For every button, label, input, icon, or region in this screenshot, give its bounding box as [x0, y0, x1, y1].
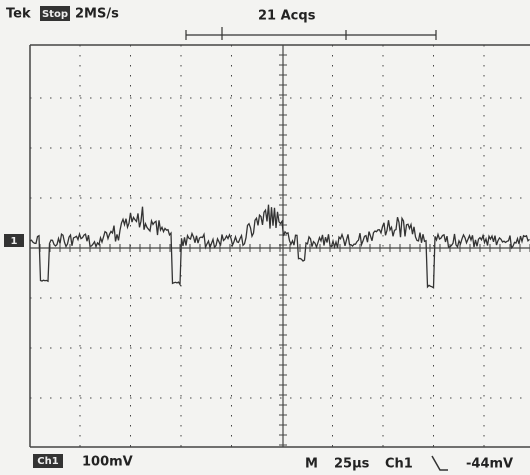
mode: Stop — [42, 9, 68, 20]
brand: Tek — [6, 7, 31, 22]
trigger-source: Ch1 — [385, 457, 413, 472]
channel: Ch1 — [37, 456, 58, 467]
acquisitions: 21 Acqs — [258, 9, 316, 24]
background — [0, 0, 530, 475]
trigger-level: -44mV — [466, 457, 513, 472]
volts-per-div: 100mV — [82, 455, 133, 470]
timebase-label: M — [305, 457, 318, 472]
sample-rate: 2MS/s — [75, 7, 119, 22]
oscilloscope-screen: Tek Stop 2MS/s 21 Acqs 1 Ch1 100mV M 25µ… — [0, 0, 530, 475]
timebase: 25µs — [334, 457, 370, 472]
channel-marker: 1 — [11, 236, 18, 247]
